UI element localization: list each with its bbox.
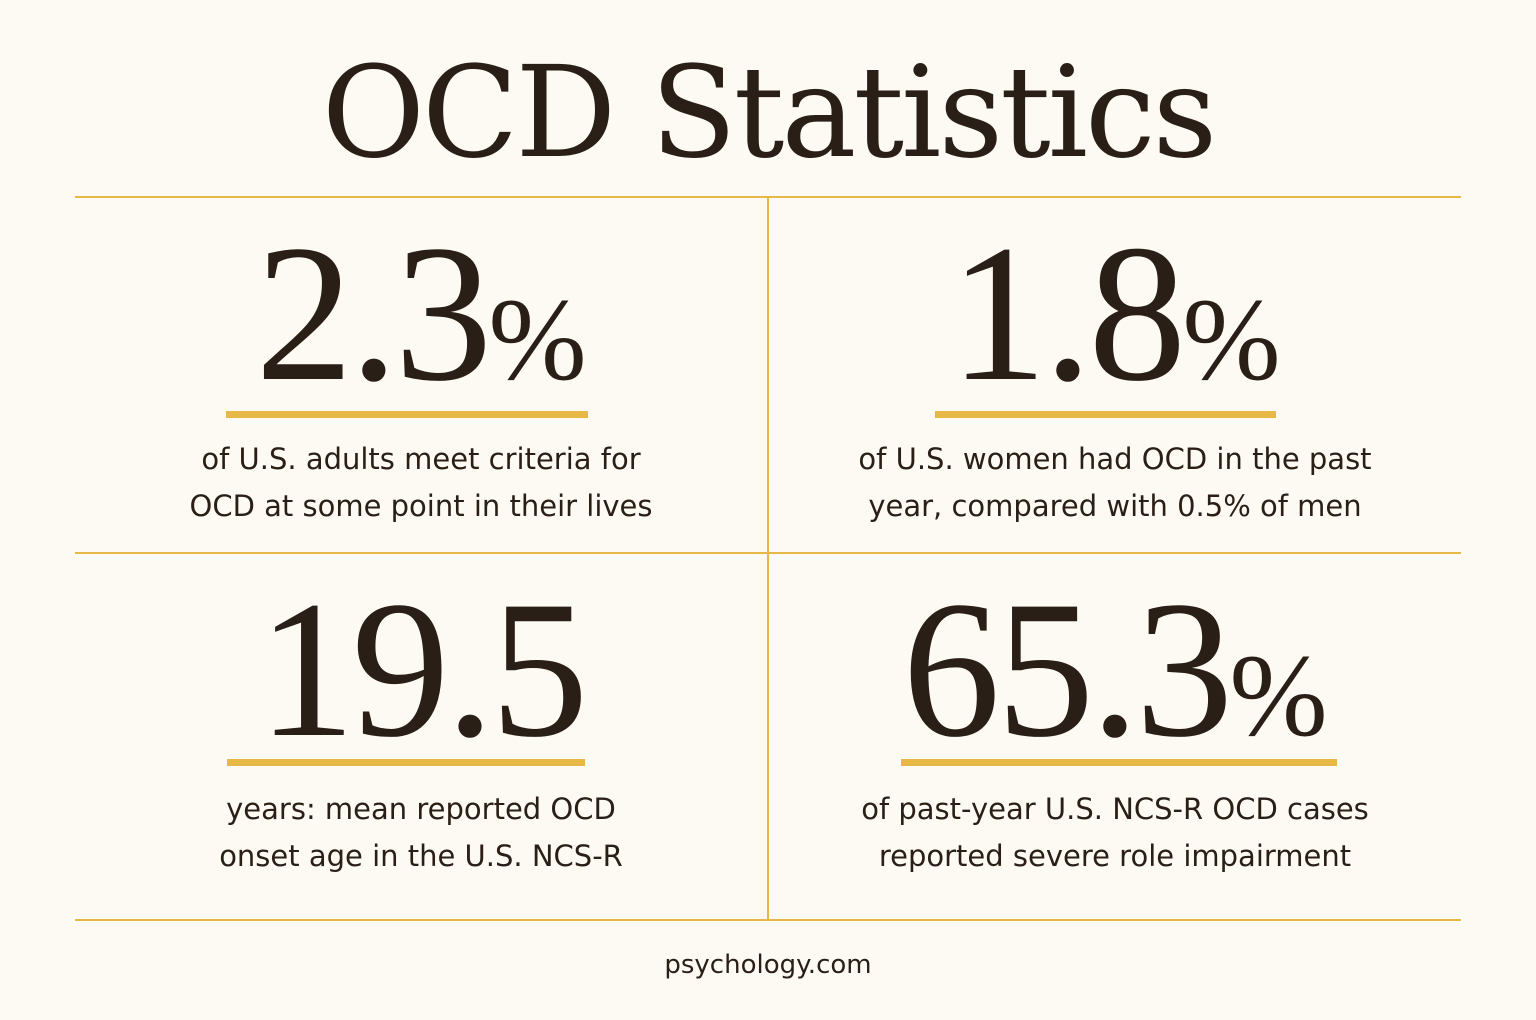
stat-card-onset-age: 19.5 years: mean reported OCD onset age … — [75, 554, 767, 909]
stat-description-line-2: year, compared with 0.5% of men — [868, 489, 1362, 523]
stat-underline — [901, 759, 1337, 766]
stat-description-line-1: of U.S. women had OCD in the past — [858, 442, 1372, 476]
stat-description-line-1: years: mean reported OCD — [226, 792, 616, 826]
stat-unit: % — [1229, 630, 1328, 761]
stat-unit: % — [1182, 274, 1281, 405]
stat-description: of U.S. adults meet criteria for OCD at … — [75, 436, 767, 530]
stat-number: 2.3 — [255, 205, 492, 422]
center-divider — [767, 198, 769, 920]
stat-value: 19.5 — [75, 572, 767, 768]
stat-number: 19.5 — [257, 561, 589, 778]
stat-number: 65.3 — [902, 561, 1233, 778]
top-divider — [75, 196, 1461, 198]
stat-underline — [226, 411, 588, 418]
stat-description-line-2: OCD at some point in their lives — [189, 489, 653, 523]
stat-description-line-1: of past-year U.S. NCS-R OCD cases — [861, 792, 1369, 826]
source-footer: psychology.com — [664, 950, 872, 980]
stat-value: 65.3% — [769, 572, 1461, 768]
stat-description: of U.S. women had OCD in the past year, … — [769, 436, 1461, 530]
stat-unit: % — [488, 274, 587, 405]
stat-underline — [935, 411, 1276, 418]
stat-card-past-year-women: 1.8% of U.S. women had OCD in the past y… — [769, 198, 1461, 553]
page-title: OCD Statistics — [321, 39, 1218, 186]
stat-description-line-1: of U.S. adults meet criteria for — [201, 442, 641, 476]
stat-value: 2.3% — [75, 216, 767, 412]
stat-number: 1.8 — [949, 205, 1186, 422]
bottom-divider — [75, 919, 1461, 921]
stat-description: of past-year U.S. NCS-R OCD cases report… — [769, 786, 1461, 880]
stat-underline — [227, 759, 585, 766]
stat-description: years: mean reported OCD onset age in th… — [75, 786, 767, 880]
stat-card-severe-impairment: 65.3% of past-year U.S. NCS-R OCD cases … — [769, 554, 1461, 909]
stat-description-line-2: onset age in the U.S. NCS-R — [219, 839, 623, 873]
stat-value: 1.8% — [769, 216, 1461, 412]
stat-description-line-2: reported severe role impairment — [878, 839, 1352, 873]
stat-card-lifetime-prevalence: 2.3% of U.S. adults meet criteria for OC… — [75, 198, 767, 553]
